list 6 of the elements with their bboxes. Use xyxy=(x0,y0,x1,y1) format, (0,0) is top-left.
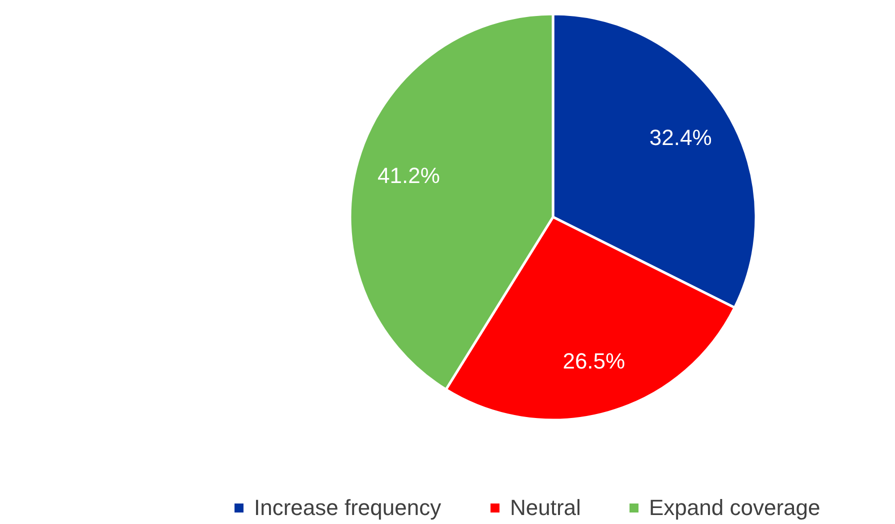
legend-label: Neutral xyxy=(510,495,581,520)
data-label: 32.4% xyxy=(649,125,712,150)
legend-label: Increase frequency xyxy=(254,495,442,520)
data-label: 41.2% xyxy=(378,162,440,188)
legend-label: Expand coverage xyxy=(649,495,820,520)
data-label: 26.5% xyxy=(562,348,626,374)
